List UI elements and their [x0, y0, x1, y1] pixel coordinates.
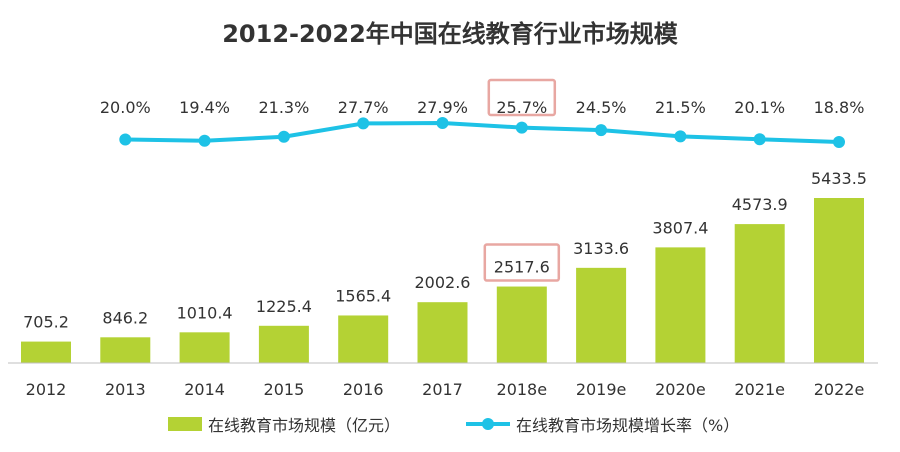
highlight-box-growth-2018e	[487, 78, 557, 117]
growth-label-2014: 19.4%	[179, 98, 230, 117]
x-tick-2020e: 2020e	[655, 380, 706, 399]
growth-point-2016	[357, 117, 370, 130]
growth-point-2021e	[753, 133, 766, 146]
legend-item-market-size: 在线教育市场规模（亿元）	[168, 412, 400, 436]
bars-layer: 705.2 846.2 1010.4 1225.4 1565.4 2002.6 2517.6…	[21, 169, 867, 363]
chart-title: 2012-2022年中国在线教育行业市场规模	[222, 20, 678, 48]
x-tick-2017: 2017	[422, 380, 463, 399]
growth-point-2019e	[595, 124, 608, 137]
growth-label-2017: 27.9%	[417, 98, 468, 117]
bar-value-label-2014: 1010.4	[177, 303, 233, 322]
bar-value-label-2020e: 3807.4	[652, 218, 708, 237]
x-tick-2022e: 2022e	[814, 380, 865, 399]
growth-line-layer: 20.0% 19.4% 21.3% 27.7% 27.9% 25.7% 24.5% 21.5%…	[100, 98, 865, 148]
legend-line-swatch	[466, 416, 510, 432]
growth-label-2016: 27.7%	[338, 98, 389, 117]
bar-value-label-2013: 846.2	[102, 308, 148, 327]
bar-value-label-2016: 1565.4	[335, 286, 391, 305]
x-tick-2015: 2015	[264, 380, 305, 399]
x-tick-2016: 2016	[343, 380, 384, 399]
bar-2012	[21, 341, 71, 363]
growth-label-2015: 21.3%	[258, 98, 309, 117]
growth-point-2013	[119, 133, 132, 146]
bar-2014	[179, 332, 230, 363]
bar-value-label-2021e: 4573.9	[732, 195, 788, 214]
bar-2017	[417, 302, 468, 363]
bar-value-label-2017: 2002.6	[415, 273, 471, 292]
legend-bar-swatch	[168, 417, 202, 431]
growth-label-2018e: 25.7%	[496, 98, 547, 117]
bar-value-label-2018e: 2517.6	[494, 258, 550, 277]
growth-line	[125, 121, 840, 144]
legend-label-market-size: 在线教育市场规模（亿元）	[208, 416, 401, 435]
bar-value-label-2015: 1225.4	[256, 297, 312, 316]
bar-2021e	[734, 224, 785, 363]
growth-point-2020e	[674, 130, 687, 143]
legend-item-growth-rate: 在线教育市场规模增长率（%）	[466, 412, 739, 436]
bar-value-label-2022e: 5433.5	[811, 169, 867, 188]
growth-label-2019e: 24.5%	[576, 98, 627, 117]
bar-2019e	[576, 267, 627, 363]
bar-value-label-2012: 705.2	[23, 313, 69, 332]
bar-2013	[100, 337, 151, 363]
growth-point-2018e	[515, 121, 528, 134]
x-tick-2021e: 2021e	[734, 380, 785, 399]
x-tick-labels: 2012 2013 2014 2015 2016 2017 2018e 2019e 2020e 2…	[26, 380, 865, 399]
bar-2020e	[655, 247, 706, 363]
bar-2018e	[496, 286, 547, 363]
x-tick-2018e: 2018e	[497, 380, 548, 399]
bar-2015	[258, 325, 309, 363]
bar-value-label-2019e: 3133.6	[573, 239, 629, 258]
bar-2016	[338, 315, 389, 363]
growth-point-2017	[436, 117, 449, 129]
growth-point-2015	[277, 130, 290, 143]
growth-label-2020e: 21.5%	[655, 98, 706, 117]
highlight-layer	[483, 78, 561, 282]
x-tick-2013: 2013	[105, 380, 146, 399]
growth-label-2022e: 18.8%	[814, 98, 865, 117]
x-tick-2012: 2012	[26, 380, 67, 399]
x-tick-2014: 2014	[184, 380, 225, 399]
bar-2022e	[814, 198, 864, 363]
highlight-box-value-2018e	[483, 243, 561, 282]
growth-point-2014	[198, 134, 211, 147]
growth-point-2022e	[833, 136, 845, 148]
growth-label-2021e: 20.1%	[734, 98, 785, 117]
x-tick-2019e: 2019e	[576, 380, 627, 399]
growth-label-2013: 20.0%	[100, 98, 151, 117]
legend-label-growth-rate: 在线教育市场规模增长率（%）	[516, 416, 740, 435]
